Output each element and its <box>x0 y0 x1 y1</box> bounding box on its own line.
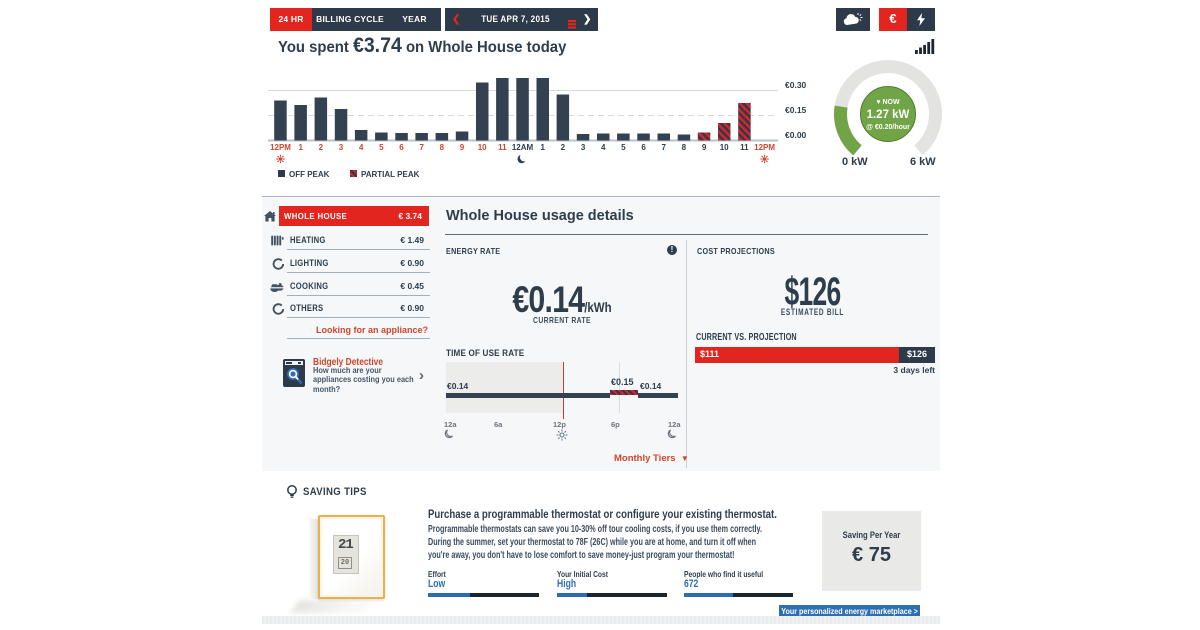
svg-text:2: 2 <box>319 143 324 152</box>
svg-text:11: 11 <box>498 143 507 152</box>
svg-text:9: 9 <box>460 143 465 152</box>
svg-text:7: 7 <box>661 143 666 152</box>
svg-text:5: 5 <box>621 143 626 152</box>
svg-text:5: 5 <box>379 143 384 152</box>
svg-text:OFF PEAK: OFF PEAK <box>289 170 330 179</box>
svg-text:1.27 kW: 1.27 kW <box>867 109 910 121</box>
svg-text:12PM: 12PM <box>270 143 291 152</box>
svg-text:4: 4 <box>601 143 606 152</box>
svg-text:€0.00: €0.00 <box>785 130 807 140</box>
svg-text:12PM: 12PM <box>754 143 775 152</box>
svg-text:4: 4 <box>359 143 364 152</box>
svg-text:1: 1 <box>540 143 545 152</box>
svg-text:12AM: 12AM <box>512 143 534 152</box>
svg-text:€0.30: €0.30 <box>785 80 807 90</box>
svg-text:9: 9 <box>702 143 707 152</box>
svg-text:6: 6 <box>399 143 404 152</box>
svg-text:♥ NOW: ♥ NOW <box>876 99 900 106</box>
svg-text:8: 8 <box>440 143 445 152</box>
svg-text:7: 7 <box>419 143 424 152</box>
svg-text:11: 11 <box>740 143 749 152</box>
svg-text:2: 2 <box>561 143 566 152</box>
svg-text:PARTIAL PEAK: PARTIAL PEAK <box>361 170 420 179</box>
svg-text:3: 3 <box>339 143 344 152</box>
svg-text:10: 10 <box>720 143 729 152</box>
svg-text:@ €0.20/hour: @ €0.20/hour <box>866 124 910 131</box>
svg-text:1: 1 <box>298 143 303 152</box>
svg-text:3: 3 <box>581 143 586 152</box>
svg-text:8: 8 <box>682 143 687 152</box>
svg-text:10: 10 <box>478 143 487 152</box>
svg-text:€0.15: €0.15 <box>785 105 807 115</box>
svg-text:6: 6 <box>641 143 646 152</box>
